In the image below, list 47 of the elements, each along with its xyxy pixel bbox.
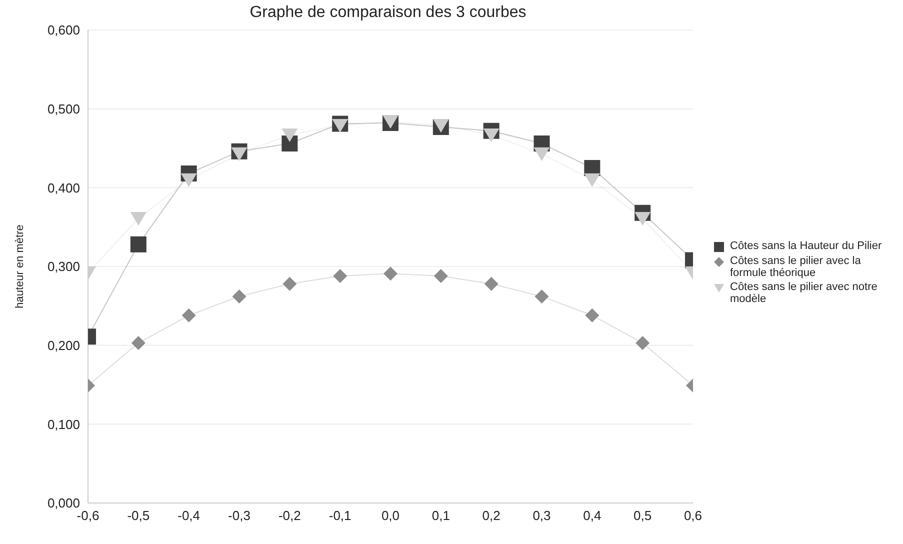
x-tick-label: -0,2 — [278, 508, 301, 524]
x-tick-label: -0,3 — [228, 508, 250, 524]
point — [634, 212, 651, 226]
point — [636, 336, 650, 350]
y-tick-label: 0,500 — [47, 101, 80, 116]
point — [282, 136, 298, 152]
x-tick-label: -0,5 — [127, 508, 150, 524]
x-tick-label: 0,2 — [482, 508, 500, 524]
point — [282, 128, 298, 142]
point — [130, 236, 146, 252]
point — [484, 276, 498, 291]
point — [534, 289, 549, 304]
point — [434, 268, 448, 283]
x-tick-label: 0,6 — [684, 508, 702, 524]
point — [584, 173, 600, 187]
legend-label: Côtes sans la Hauteur du Pilier — [730, 240, 882, 252]
point — [332, 118, 348, 133]
x-tick-label: 0,3 — [532, 508, 551, 524]
point — [333, 268, 348, 283]
x-tick-label: 0,5 — [634, 508, 652, 524]
x-tick-label: -0,6 — [76, 508, 100, 524]
y-tick-label: 0,400 — [47, 180, 80, 196]
point — [182, 308, 196, 322]
point — [282, 276, 297, 291]
legend-label: Côtes sans le pilier avec la formule théorique — [730, 254, 862, 278]
y-tick-label: 0,000 — [47, 496, 80, 511]
point — [130, 212, 146, 226]
y-tick-label: 0,100 — [47, 416, 80, 432]
point — [180, 173, 197, 187]
legend-label: Côtes sans le pilier avec notre modèle — [730, 280, 878, 304]
chart-title: Graphe de comparaison des 3 courbes — [248, 4, 528, 22]
point — [231, 147, 248, 161]
x-tick-label: -0,4 — [178, 508, 200, 524]
x-tick-label: -0,1 — [328, 508, 352, 524]
point — [131, 336, 146, 350]
point — [232, 289, 246, 304]
point — [384, 266, 398, 281]
y-tick-label: 0,300 — [47, 259, 80, 274]
y-tick-label: 0,200 — [47, 338, 80, 353]
x-tick-label: 0,4 — [583, 508, 602, 524]
y-axis-title: hauteur en mètre — [14, 224, 26, 308]
y-tick-label: 0,600 — [47, 22, 80, 38]
point — [534, 147, 550, 161]
x-tick-label: 0,1 — [432, 508, 450, 524]
point — [585, 308, 600, 322]
point — [483, 128, 500, 142]
x-tick-label: 0,0 — [381, 508, 400, 524]
